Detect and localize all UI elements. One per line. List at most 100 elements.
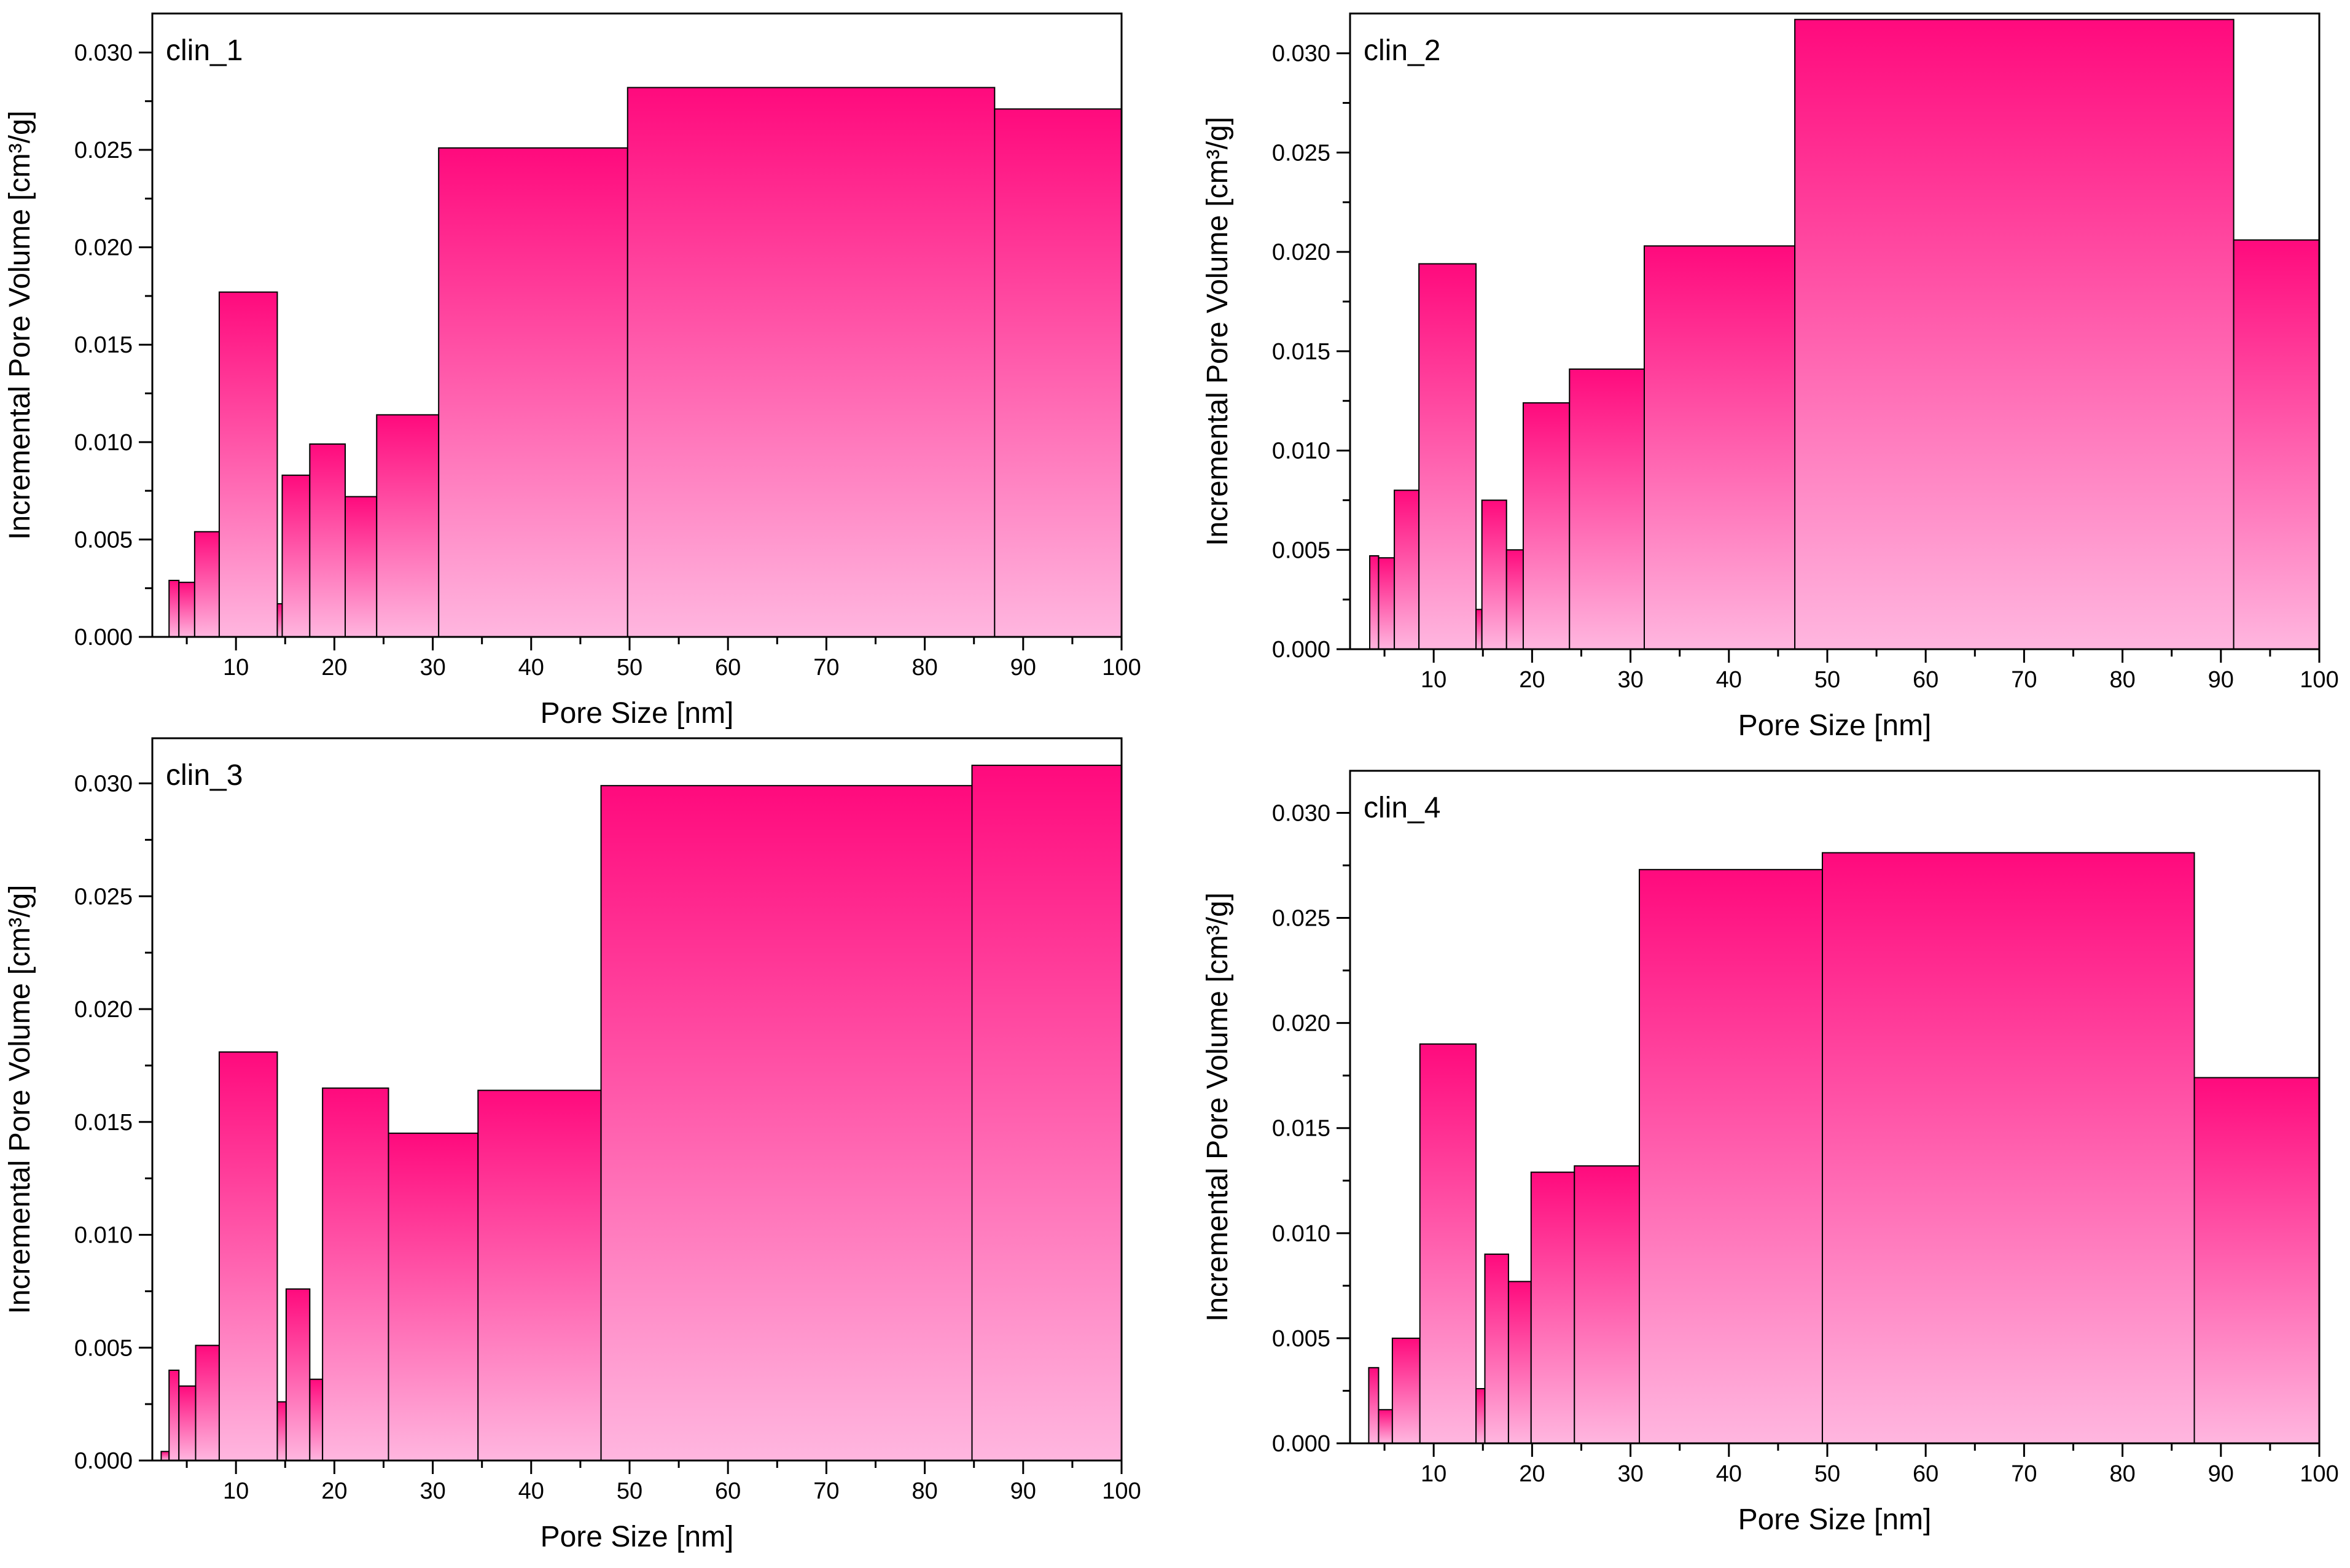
y-tick-label: 0.000	[1272, 637, 1330, 663]
x-tick-label: 90	[1010, 1478, 1036, 1504]
y-tick-label: 0.005	[74, 1335, 133, 1361]
bar	[1794, 18, 2235, 650]
plot-frame	[1349, 12, 2321, 650]
x-tick-label: 70	[2011, 667, 2037, 693]
y-tick-label: 0.015	[74, 332, 133, 358]
bar	[2233, 239, 2320, 650]
y-tick-label: 0.010	[1272, 1221, 1330, 1247]
bar	[1378, 557, 1396, 650]
bar	[1369, 555, 1380, 650]
x-tick-label: 100	[2300, 667, 2338, 693]
bar	[309, 443, 346, 638]
bar	[438, 147, 628, 638]
bar	[1530, 1171, 1575, 1444]
chart-panel-4: 10 20 30 40 50 60 70 80 90 100 0.000 0.005 0.010 0.01…	[1201, 770, 2339, 1536]
y-tick-label: 0.010	[74, 1223, 133, 1249]
bar	[1522, 402, 1571, 650]
bar	[168, 580, 180, 638]
chart-panel-3: 10 20 30 40 50 60 70 80 90 100 0.000 0.005 0.010 0.01…	[4, 737, 1141, 1553]
chart-panel-2: 10 20 30 40 50 60 70 80 90 100 0.000 0.005 0.010 0.01…	[1201, 12, 2339, 742]
x-tick-label: 90	[2208, 1461, 2234, 1487]
bar	[276, 603, 283, 638]
x-tick-label: 100	[2300, 1461, 2338, 1487]
x-tick-label: 40	[1716, 667, 1742, 693]
bar	[322, 1087, 389, 1461]
x-axis-title: Pore Size [nm]	[541, 1521, 734, 1553]
x-tick-label: 80	[912, 1478, 937, 1504]
y-tick-label: 0.010	[1272, 439, 1330, 464]
y-axis-title: Incremental Pore Volume [cm³/g]	[4, 111, 36, 540]
x-tick-label: 100	[1102, 655, 1141, 681]
bar	[309, 1378, 324, 1461]
y-tick-label: 0.010	[74, 430, 133, 456]
bar	[281, 474, 311, 638]
bar	[1638, 868, 1823, 1444]
plot-frame	[151, 737, 1123, 1462]
panel-label: clin_2	[1364, 34, 1440, 67]
y-tick-label: 0.030	[1272, 41, 1330, 67]
bar	[1821, 852, 2195, 1444]
x-tick-label: 10	[223, 655, 249, 681]
x-tick-label: 60	[715, 655, 741, 681]
x-tick-label: 50	[617, 655, 642, 681]
y-tick-label: 0.020	[1272, 240, 1330, 265]
bar	[1391, 1337, 1421, 1444]
y-tick-label: 0.000	[74, 1448, 133, 1474]
bar	[344, 496, 378, 638]
bar	[1505, 549, 1524, 650]
x-tick-label: 60	[715, 1478, 741, 1504]
x-tick-label: 20	[321, 655, 347, 681]
y-tick-label: 0.025	[74, 138, 133, 163]
bar	[195, 1344, 220, 1461]
x-tick-label: 70	[813, 655, 839, 681]
x-tick-label: 100	[1102, 1478, 1141, 1504]
bar	[600, 785, 973, 1461]
bar	[285, 1288, 311, 1461]
bar	[388, 1133, 479, 1461]
x-tick-label: 30	[1617, 667, 1643, 693]
y-tick-label: 0.000	[1272, 1431, 1330, 1457]
y-tick-label: 0.020	[1272, 1011, 1330, 1037]
x-tick-label: 80	[2109, 667, 2135, 693]
bar	[1481, 499, 1507, 650]
bar	[971, 765, 1122, 1461]
x-tick-label: 70	[2011, 1461, 2037, 1487]
y-tick-label: 0.005	[1272, 537, 1330, 563]
bar	[1475, 1388, 1486, 1444]
x-tick-label: 30	[420, 1478, 445, 1504]
bar	[1378, 1409, 1393, 1444]
x-tick-label: 30	[1617, 1461, 1643, 1487]
x-tick-label: 10	[223, 1478, 249, 1504]
x-tick-label: 50	[1814, 667, 1840, 693]
x-tick-label: 10	[1421, 1461, 1446, 1487]
x-tick-label: 60	[1913, 667, 1938, 693]
bar	[1574, 1165, 1640, 1444]
x-tick-label: 40	[518, 1478, 544, 1504]
x-tick-label: 10	[1421, 667, 1446, 693]
y-tick-label: 0.030	[74, 40, 133, 66]
x-tick-label: 90	[2208, 667, 2234, 693]
x-tick-label: 90	[1010, 655, 1036, 681]
y-axis-title: Incremental Pore Volume [cm³/g]	[1201, 117, 1234, 546]
bar	[276, 1401, 287, 1461]
panel-label: clin_4	[1364, 792, 1440, 824]
x-tick-label: 60	[1913, 1461, 1938, 1487]
y-tick-label: 0.025	[74, 884, 133, 910]
x-tick-label: 20	[1519, 667, 1545, 693]
x-tick-label: 20	[1519, 1461, 1545, 1487]
x-tick-label: 50	[617, 1478, 642, 1504]
bar	[1394, 490, 1420, 650]
bar	[1419, 1043, 1477, 1444]
plot-frame	[151, 12, 1123, 638]
y-tick-label: 0.020	[74, 997, 133, 1023]
bar	[1507, 1281, 1532, 1444]
y-tick-label: 0.020	[74, 235, 133, 261]
bar	[178, 582, 195, 638]
y-tick-label: 0.005	[74, 527, 133, 553]
bar	[627, 87, 996, 638]
x-tick-label: 70	[813, 1478, 839, 1504]
y-tick-label: 0.005	[1272, 1326, 1330, 1352]
y-tick-label: 0.025	[1272, 906, 1330, 932]
bar	[178, 1385, 197, 1462]
